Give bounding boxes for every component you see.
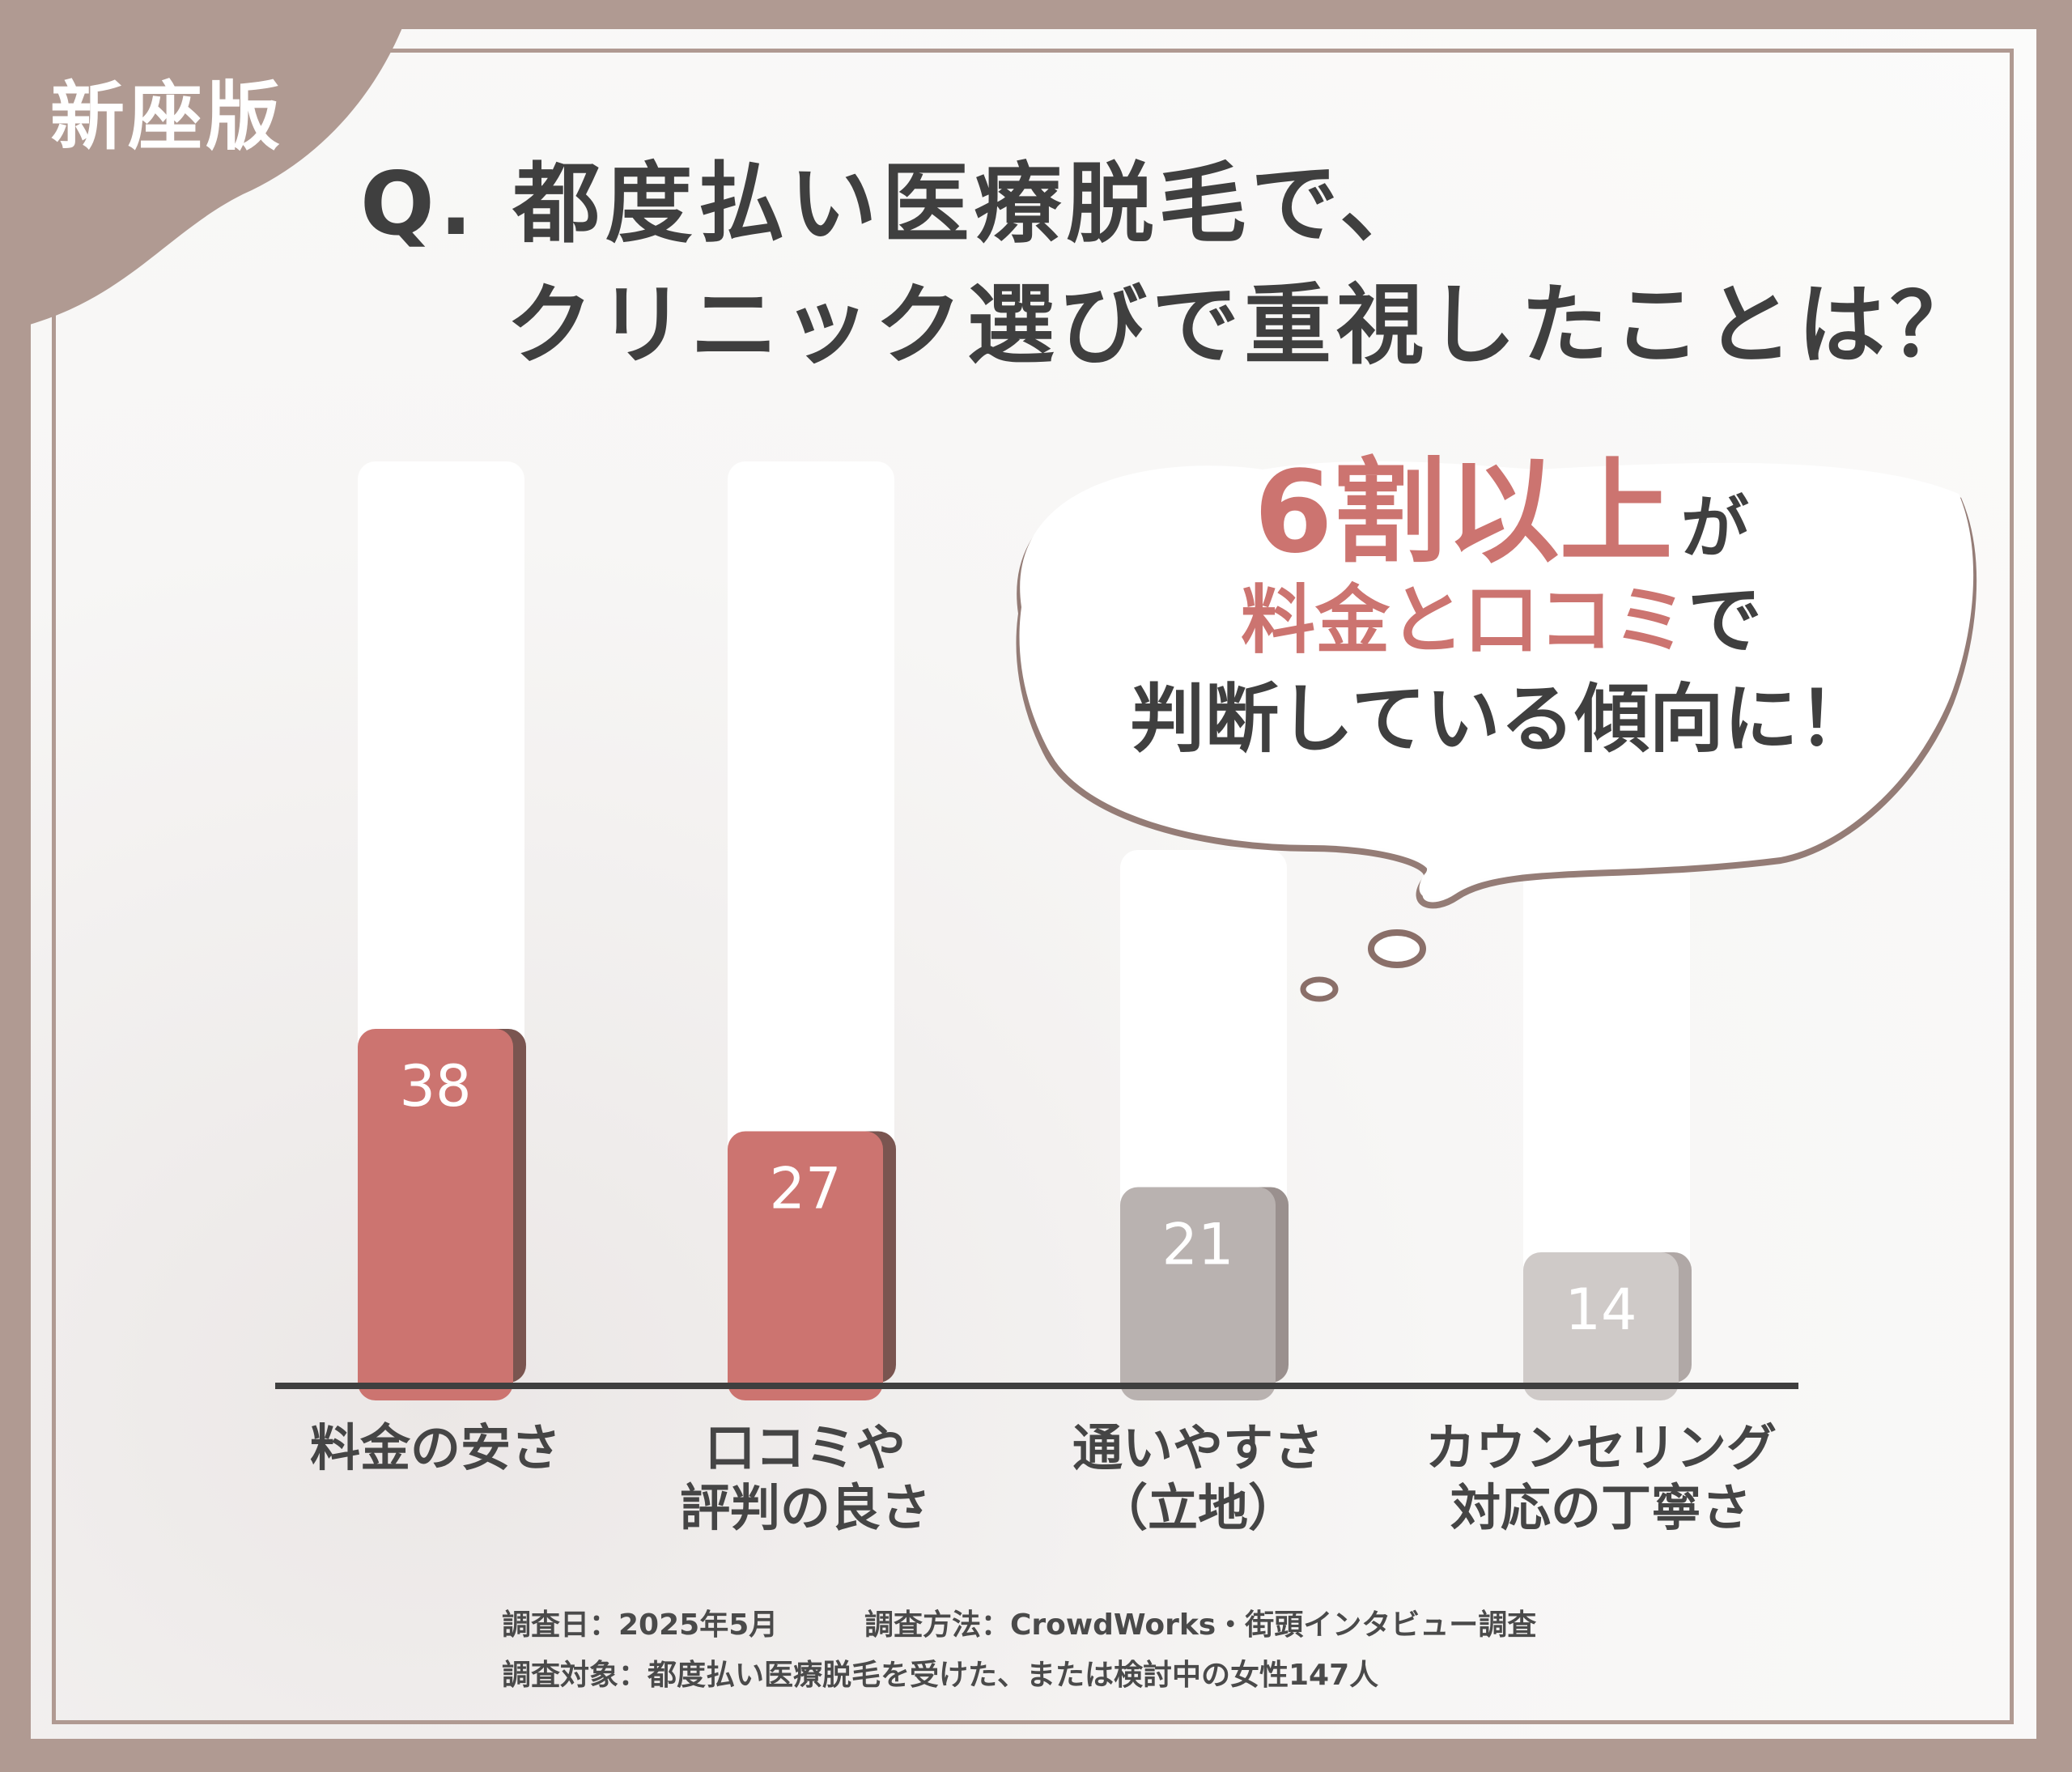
bar (728, 1131, 883, 1400)
question-title-line2: クリニック選びで重視したことは？ (506, 275, 1983, 376)
bubble-text: 6割以上が 料金と口コミで 判断している傾向に！ (1012, 453, 1991, 766)
bubble-line2-suffix: で (1688, 577, 1763, 664)
corner-tab (0, 0, 413, 332)
survey-method: 調査方法：CrowdWorks・街頭インタビュー調査 (864, 1608, 1537, 1642)
bar-value-label: 14 (1565, 1277, 1637, 1343)
bubble-line2-highlight: 料金と口コミ (1240, 577, 1688, 664)
bar (1120, 1187, 1276, 1400)
category-label: 通いやすさ（立地） (1072, 1418, 1323, 1537)
category-label-line: 料金の安さ (310, 1418, 561, 1477)
survey-date: 調査日：2025年5月 (502, 1608, 779, 1642)
survey-target: 調査対象：都度払い医療脱毛を受けた、または検討中の女性147人 (502, 1659, 1379, 1692)
question-title-line1: Q. 都度払い医療脱毛で、 (360, 154, 1433, 255)
category-label: 料金の安さ (310, 1418, 561, 1477)
category-label-line: 通いやすさ (1072, 1418, 1323, 1477)
category-label-line: 対応の丁寧さ (1450, 1478, 1751, 1537)
bubble-headline: 6割以上 (1254, 447, 1673, 579)
category-label: カウンセリング対応の丁寧さ (1425, 1418, 1777, 1537)
bar-value-label: 38 (399, 1053, 471, 1120)
bubble-headline-suffix: が (1680, 488, 1749, 567)
category-label-line: （立地） (1098, 1478, 1298, 1537)
bar (358, 1029, 513, 1400)
category-label: 口コミや評判の良さ (680, 1418, 931, 1537)
bar-track (1523, 850, 1690, 1383)
category-label-line: 評判の良さ (680, 1478, 931, 1537)
bar (1523, 1252, 1679, 1400)
area-badge: 新座版 (50, 74, 284, 160)
speech-bubble (1016, 461, 1977, 1002)
category-label-line: カウンセリング (1425, 1418, 1777, 1477)
bubble-line3: 判断している傾向に！ (1130, 675, 1873, 763)
bubble-line2: 料金と口コミで (1012, 572, 1991, 669)
category-label-line: 口コミや (705, 1418, 906, 1477)
bar-value-label: 21 (1161, 1212, 1233, 1278)
bubble-headline-line: 6割以上が (1012, 453, 1991, 572)
bar-value-label: 27 (769, 1156, 841, 1222)
